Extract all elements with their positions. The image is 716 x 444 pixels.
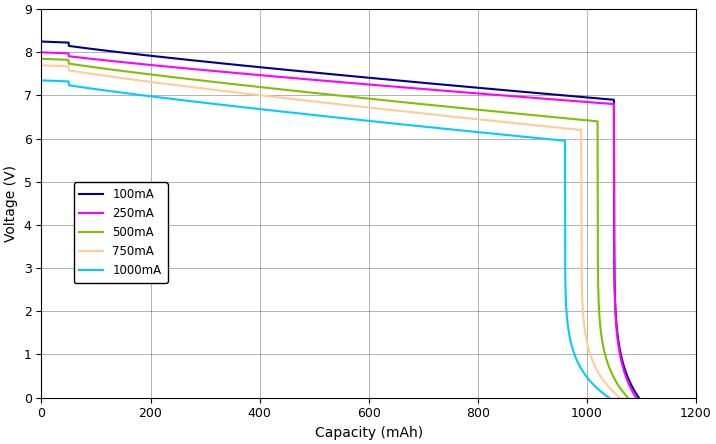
250mA [37,50,46,55]
750mA [37,63,46,68]
Line: 100mA: 100mA [42,42,639,397]
100mA [634,395,643,400]
Line: 1000mA: 1000mA [42,80,609,397]
100mA [37,39,46,44]
500mA [306,90,315,95]
750mA [67,68,75,73]
100mA [508,88,516,94]
1000mA [588,381,596,386]
100mA [617,354,626,360]
500mA [606,368,615,373]
100mA [327,71,336,77]
Line: 250mA: 250mA [42,52,636,397]
250mA [326,79,335,84]
Legend: 100mA, 250mA, 500mA, 750mA, 1000mA: 100mA, 250mA, 500mA, 750mA, 1000mA [74,182,168,283]
500mA [67,61,76,67]
250mA [311,77,319,83]
250mA [505,93,514,99]
500mA [322,91,331,97]
250mA [614,343,623,348]
750mA [615,395,624,400]
100mA [67,44,76,49]
750mA [319,100,327,105]
750mA [599,377,607,382]
750mA [599,377,607,382]
500mA [606,369,615,374]
Y-axis label: Voltage (V): Voltage (V) [4,165,18,242]
250mA [632,395,640,400]
250mA [614,345,623,350]
500mA [624,395,632,400]
1000mA [37,78,46,83]
1000mA [66,83,74,88]
Line: 500mA: 500mA [42,59,628,397]
100mA [616,353,625,358]
100mA [311,70,320,75]
1000mA [604,395,613,400]
1000mA [313,113,321,118]
500mA [499,110,508,115]
X-axis label: Capacity (mAh): Capacity (mAh) [314,426,422,440]
1000mA [484,131,493,136]
500mA [37,56,46,61]
1000mA [588,381,596,386]
750mA [493,119,501,124]
750mA [303,98,311,103]
250mA [67,54,76,59]
Line: 750mA: 750mA [42,65,619,397]
1000mA [298,111,306,116]
